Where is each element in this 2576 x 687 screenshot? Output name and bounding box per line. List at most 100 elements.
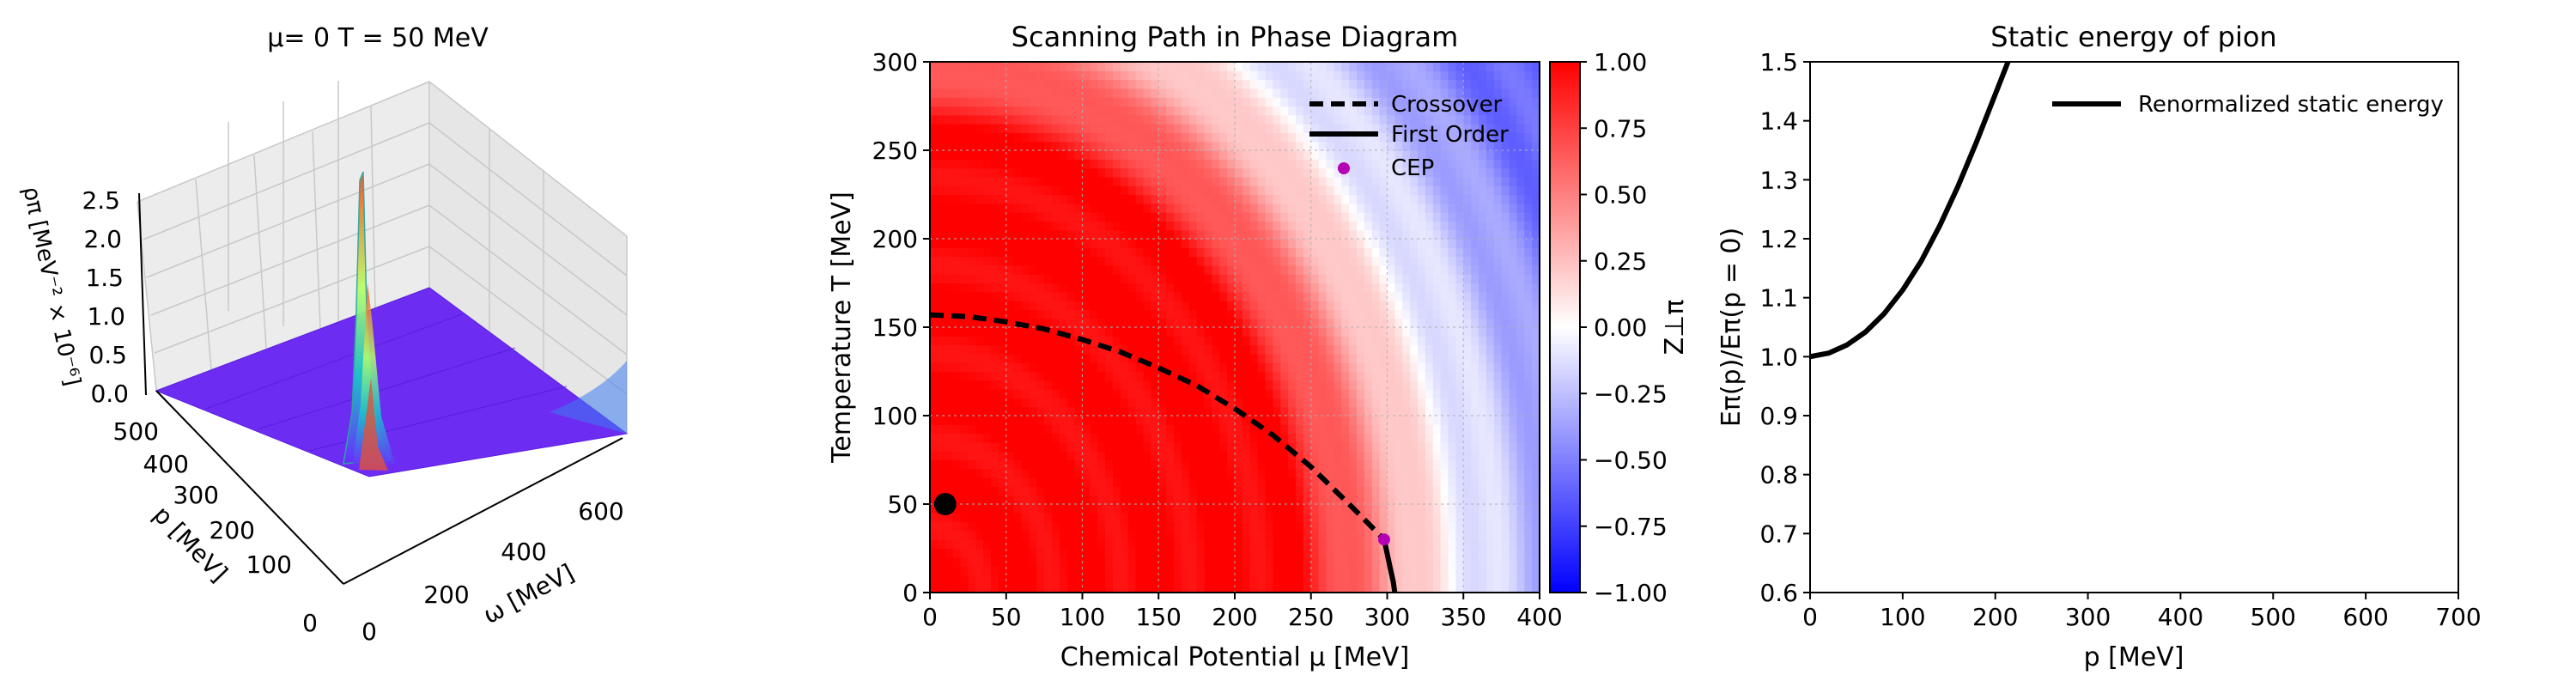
heatmap-cell xyxy=(1509,433,1517,443)
heatmap-cell xyxy=(1227,283,1236,293)
heatmap-cell xyxy=(1059,575,1068,585)
heatmap-cell xyxy=(1463,468,1472,478)
heatmap-cell xyxy=(1410,353,1419,363)
heatmap-cell xyxy=(1135,70,1145,81)
heatmap-cell xyxy=(1501,495,1510,505)
heatmap-cell xyxy=(1249,70,1259,81)
x-tick-label: 50 xyxy=(991,603,1022,631)
heatmap-cell xyxy=(1387,239,1395,248)
heatmap-cell xyxy=(1249,362,1259,373)
heatmap-cell xyxy=(1440,97,1449,107)
heatmap-cell xyxy=(1135,221,1145,231)
heatmap-cell xyxy=(1120,124,1129,133)
heatmap-cell xyxy=(1485,521,1495,532)
heatmap-cell xyxy=(1265,362,1273,373)
heatmap-cell xyxy=(1471,221,1479,231)
heatmap-cell xyxy=(1029,327,1037,337)
heatmap-cell xyxy=(1310,504,1320,514)
heatmap-cell xyxy=(1143,176,1151,186)
heatmap-cell xyxy=(1440,468,1449,478)
heatmap-cell xyxy=(1288,362,1297,373)
heatmap-cell xyxy=(1310,239,1320,248)
heatmap-cell xyxy=(1364,504,1373,514)
heatmap-cell xyxy=(1493,556,1503,567)
heatmap-cell xyxy=(1471,556,1479,567)
heatmap-cell xyxy=(1509,530,1517,540)
heatmap-cell xyxy=(1394,389,1403,398)
heatmap-cell xyxy=(1516,424,1525,435)
heatmap-cell xyxy=(1174,468,1182,478)
heatmap-cell xyxy=(945,353,954,363)
heatmap-cell xyxy=(1242,566,1251,575)
heatmap-cell xyxy=(1273,70,1281,81)
heatmap-cell xyxy=(1181,114,1190,125)
heatmap-cell xyxy=(1425,291,1434,301)
heatmap-cell xyxy=(937,451,946,461)
heatmap-cell xyxy=(1341,566,1350,575)
heatmap-cell xyxy=(991,247,999,258)
heatmap-cell xyxy=(1135,344,1145,355)
heatmap-cell xyxy=(1181,132,1190,143)
heatmap-cell xyxy=(1288,424,1297,435)
heatmap-cell xyxy=(1265,575,1273,585)
heatmap-cell xyxy=(1341,380,1350,390)
heatmap-cell xyxy=(1509,548,1517,558)
colorbar-tick-label: −0.25 xyxy=(1594,380,1668,408)
heatmap-cell xyxy=(968,406,976,416)
heatmap-cell xyxy=(1387,513,1395,523)
heatmap-cell xyxy=(1044,114,1053,125)
heatmap-cell xyxy=(1181,371,1190,381)
heatmap-cell xyxy=(1516,459,1525,470)
heatmap-cell xyxy=(1296,504,1304,514)
heatmap-cell xyxy=(1471,583,1479,593)
heatmap-cell xyxy=(1174,441,1182,452)
heatmap-cell xyxy=(960,97,969,107)
heatmap-cell xyxy=(1455,459,1464,470)
heatmap-cell xyxy=(1257,327,1267,337)
heatmap-cell xyxy=(1310,539,1320,550)
heatmap-cell xyxy=(945,124,954,133)
heatmap-cell xyxy=(1044,79,1053,89)
heatmap-cell xyxy=(968,566,976,575)
heatmap-cell xyxy=(1158,88,1167,98)
heatmap-cell xyxy=(1463,521,1472,532)
heatmap-cell xyxy=(1341,291,1350,301)
heatmap-cell xyxy=(960,344,969,355)
heatmap-cell xyxy=(1394,124,1403,133)
heatmap-cell xyxy=(1471,229,1479,240)
heatmap-cell xyxy=(1280,247,1289,258)
heatmap-cell xyxy=(930,521,939,532)
heatmap-cell xyxy=(1188,159,1198,169)
heatmap-cell xyxy=(1524,521,1533,532)
heatmap-cell xyxy=(1310,459,1320,470)
heatmap-cell xyxy=(991,344,999,355)
heatmap-cell xyxy=(1387,362,1395,373)
heatmap-cell xyxy=(1425,301,1434,310)
heatmap-cell xyxy=(1524,106,1533,116)
heatmap-cell xyxy=(1318,150,1327,160)
heatmap-cell xyxy=(1212,309,1220,319)
heatmap-cell xyxy=(1074,459,1084,470)
heatmap-cell xyxy=(1151,309,1159,319)
heatmap-cell xyxy=(1410,459,1419,470)
heatmap-cell xyxy=(930,575,939,585)
heatmap-cell xyxy=(1036,106,1045,116)
heatmap-cell xyxy=(1158,380,1167,390)
heatmap-cell xyxy=(1227,362,1236,373)
heatmap-cell xyxy=(1318,486,1327,496)
heatmap-cell xyxy=(1440,548,1449,558)
heatmap-cell xyxy=(1204,194,1212,204)
heatmap-cell xyxy=(1235,132,1243,143)
heatmap-cell xyxy=(1021,212,1030,222)
heatmap-cell xyxy=(1448,291,1456,301)
heatmap-cell xyxy=(1318,301,1327,310)
heatmap-cell xyxy=(1204,353,1212,363)
heatmap-cell xyxy=(1402,530,1411,540)
heatmap-cell xyxy=(1501,486,1510,496)
heatmap-cell xyxy=(1387,229,1395,240)
heatmap-cell xyxy=(1097,575,1106,585)
heatmap-cell xyxy=(1166,176,1175,186)
heatmap-cell xyxy=(1485,88,1495,98)
heatmap-cell xyxy=(1455,451,1464,461)
heatmap-cell xyxy=(1066,212,1076,222)
